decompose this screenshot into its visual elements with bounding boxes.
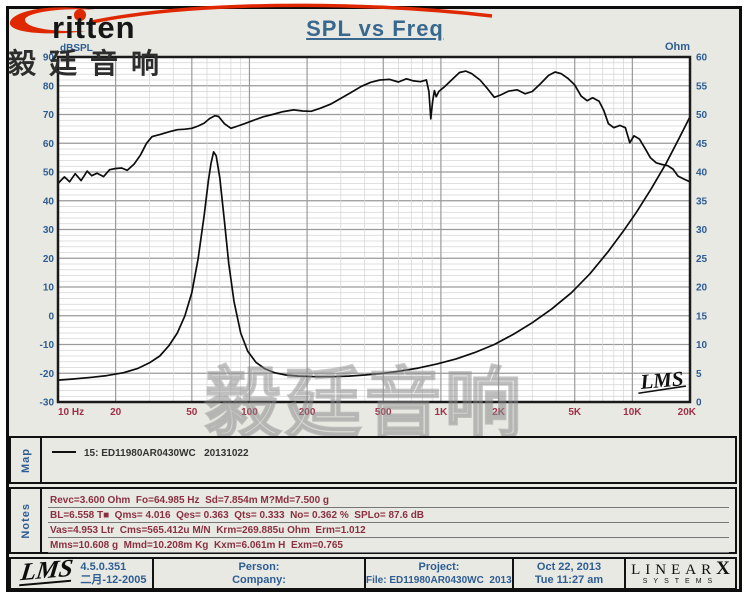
map-legend: 15: ED11980AR0430WC 20131022 bbox=[42, 438, 735, 482]
left-axis-unit: dBSPL bbox=[60, 43, 93, 54]
svg-text:50: 50 bbox=[696, 110, 708, 121]
footer-person-cell: Person: Company: bbox=[154, 559, 366, 588]
svg-text:500: 500 bbox=[375, 407, 392, 418]
map-section: Map 15: ED11980AR0430WC 20131022 bbox=[9, 436, 737, 484]
project-file: File: ED11980AR0430WC 20131021.lib bbox=[366, 575, 512, 586]
svg-text:0: 0 bbox=[696, 398, 702, 409]
svg-text:5K: 5K bbox=[568, 407, 582, 418]
svg-text:0: 0 bbox=[48, 311, 54, 322]
svg-text:70: 70 bbox=[43, 110, 55, 121]
spl-vs-freq-chart: 9080706050403020100-10-20-30605550454035… bbox=[40, 41, 708, 419]
linearx-wordmark: LINEAR bbox=[631, 562, 717, 578]
svg-text:45: 45 bbox=[696, 139, 708, 150]
svg-text:30: 30 bbox=[43, 225, 55, 236]
app-version: 4.5.0.351 bbox=[80, 560, 127, 573]
report-date: Oct 22, 2013 bbox=[536, 561, 602, 573]
notes-line-1: Revc=3.600 Ohm Fo=64.985 Hz Sd=7.854m M?… bbox=[48, 493, 729, 508]
app-version-date: 二月-12-2005 bbox=[80, 573, 147, 586]
notes-line-2: BL=6.558 T■ Qms= 4.016 Qes= 0.363 Qts= 0… bbox=[48, 508, 729, 523]
notes-line-4: Mms=10.608 g Mmd=10.208m Kg Kxm=6.061m H… bbox=[48, 538, 729, 553]
notes-line-3: Vas=4.953 Ltr Cms=565.412u M/N Krm=269.8… bbox=[48, 523, 729, 538]
lms-footer-logo: LMS bbox=[19, 559, 75, 586]
company-label: Company: bbox=[232, 574, 286, 586]
svg-text:20: 20 bbox=[696, 283, 708, 294]
series-curve bbox=[57, 70, 691, 185]
report-time: Tue 11:27 am bbox=[534, 574, 604, 586]
svg-text:25: 25 bbox=[696, 254, 708, 265]
tick-labels: 9080706050403020100-10-20-30605550454035… bbox=[40, 53, 708, 419]
footer-date-cell: Oct 22, 2013 Tue 11:27 am bbox=[514, 559, 626, 588]
notes-section: Notes Revc=3.600 Ohm Fo=64.985 Hz Sd=7.8… bbox=[9, 487, 737, 554]
lms-corner-logo: LMS bbox=[638, 366, 687, 394]
legend-line-sample bbox=[52, 451, 76, 453]
svg-text:40: 40 bbox=[696, 168, 708, 179]
svg-text:200: 200 bbox=[299, 407, 316, 418]
svg-text:-20: -20 bbox=[40, 369, 55, 380]
notes-content: Revc=3.600 Ohm Fo=64.985 Hz Sd=7.854m M?… bbox=[42, 489, 735, 553]
brand-cjk-stamp: 毅廷音响 bbox=[8, 48, 173, 79]
svg-text:40: 40 bbox=[43, 196, 55, 207]
svg-text:10: 10 bbox=[43, 283, 55, 294]
svg-text:60: 60 bbox=[696, 53, 708, 64]
svg-text:35: 35 bbox=[696, 196, 708, 207]
svg-text:20: 20 bbox=[110, 407, 122, 418]
svg-text:50: 50 bbox=[186, 407, 198, 418]
svg-text:5: 5 bbox=[696, 369, 702, 380]
footer-linearx-cell: LINEARX SYSTEMS bbox=[626, 559, 735, 588]
svg-text:30: 30 bbox=[696, 225, 708, 236]
map-section-label: Map bbox=[19, 447, 32, 473]
curve-layer bbox=[57, 70, 691, 381]
right-axis-unit: Ohm bbox=[665, 41, 690, 53]
svg-text:55: 55 bbox=[696, 81, 708, 92]
svg-text:2K: 2K bbox=[492, 407, 506, 418]
svg-text:20: 20 bbox=[43, 254, 55, 265]
svg-text:60: 60 bbox=[43, 139, 55, 150]
grid-layer bbox=[57, 56, 691, 403]
notes-section-label: Notes bbox=[19, 502, 32, 539]
footer-version-cell: LMS 4.5.0.351 二月-12-2005 bbox=[11, 559, 154, 588]
linearx-systems: SYSTEMS bbox=[642, 578, 719, 585]
svg-text:100: 100 bbox=[241, 407, 258, 418]
svg-text:15: 15 bbox=[696, 311, 708, 322]
footer-project-cell: Project: File: ED11980AR0430WC 20131021.… bbox=[366, 559, 514, 588]
project-label: Project: bbox=[418, 561, 460, 573]
svg-text:90: 90 bbox=[43, 53, 55, 64]
svg-text:-10: -10 bbox=[40, 340, 55, 351]
brand-text: ritten bbox=[52, 10, 136, 45]
svg-text:-30: -30 bbox=[40, 398, 55, 409]
series-curve bbox=[57, 115, 691, 381]
linearx-x: X bbox=[716, 559, 730, 579]
footer-bar: LMS 4.5.0.351 二月-12-2005 Person: Company… bbox=[9, 557, 737, 590]
svg-text:50: 50 bbox=[43, 168, 55, 179]
plot-border bbox=[56, 55, 692, 404]
svg-text:10K: 10K bbox=[623, 407, 642, 418]
svg-text:80: 80 bbox=[43, 81, 55, 92]
legend-text: 15: ED11980AR0430WC 20131022 bbox=[84, 448, 249, 459]
svg-text:20K: 20K bbox=[678, 407, 697, 418]
svg-text:10 Hz: 10 Hz bbox=[58, 407, 84, 418]
svg-text:1K: 1K bbox=[435, 407, 449, 418]
person-label: Person: bbox=[238, 561, 280, 573]
svg-text:10: 10 bbox=[696, 340, 708, 351]
